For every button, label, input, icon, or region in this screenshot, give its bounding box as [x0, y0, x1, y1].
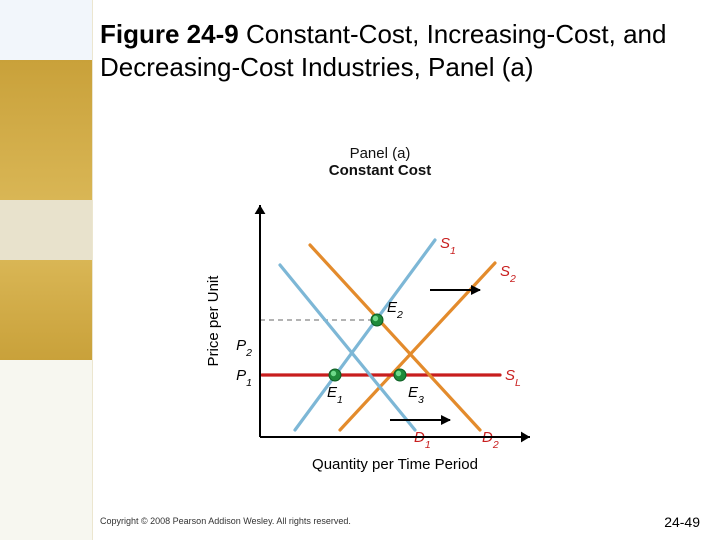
panel-name: Constant Cost — [190, 162, 570, 179]
supply-demand-chart: S1 S2 SL D1 D2 P1 P2 Quantity per Time Period Pr… — [200, 185, 560, 485]
dashed-guides — [260, 320, 377, 375]
figure-heading: Figure 24-9 Constant-Cost, Increasing-Co… — [100, 18, 680, 83]
line-D1 — [280, 265, 415, 430]
label-S2: S2 — [500, 263, 516, 285]
arrowhead-icon — [521, 432, 530, 443]
arrowhead-icon — [255, 205, 266, 214]
label-D2: D2 — [482, 429, 499, 451]
label-S1: S1 — [440, 235, 456, 257]
panel-title: Panel (a) Constant Cost — [190, 145, 570, 179]
figure-number: Figure 24-9 — [100, 19, 239, 49]
x-axis-label: Quantity per Time Period — [312, 456, 478, 473]
panel-supertitle: Panel (a) — [190, 145, 570, 162]
slide: Figure 24-9 Constant-Cost, Increasing-Co… — [0, 0, 720, 540]
decorative-left-strip — [0, 0, 93, 540]
tick-label-P1: P1 — [236, 367, 252, 389]
line-D2 — [310, 245, 480, 430]
node-label-E2: E2 — [387, 299, 403, 321]
page-number: 24-49 — [664, 514, 700, 530]
node-label-E1: E1 — [327, 384, 343, 406]
node-label-E3: E3 — [408, 384, 424, 406]
shift-arrows — [390, 290, 480, 420]
label-D1: D1 — [414, 429, 431, 451]
copyright: Copyright © 2008 Pearson Addison Wesley.… — [100, 516, 351, 526]
curve-lines: S1 S2 SL D1 D2 — [262, 235, 521, 451]
label-SL: SL — [505, 367, 521, 389]
node-highlight-E1 — [331, 371, 336, 376]
node-highlight-E3 — [396, 371, 401, 376]
panel-container: Panel (a) Constant Cost S1 S2 SL D1 D2 P1 P2 Qu… — [190, 145, 570, 485]
tick-label-P2: P2 — [236, 337, 252, 359]
y-axis-label: Price per Unit — [205, 275, 222, 367]
node-highlight-E2 — [373, 316, 378, 321]
